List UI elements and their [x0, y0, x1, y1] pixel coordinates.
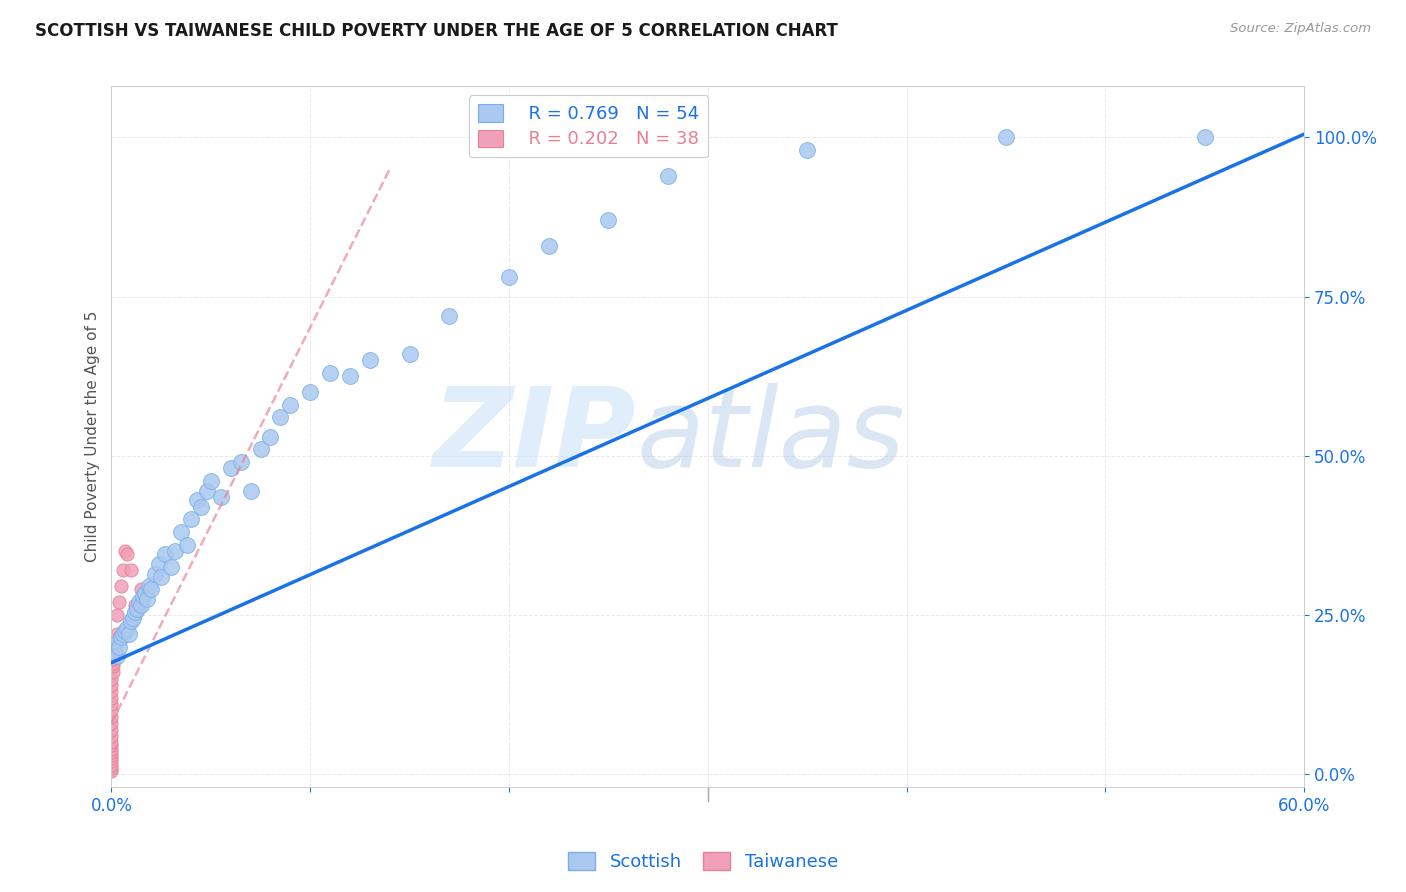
Point [219, 461, 242, 475]
Point [229, 455, 252, 469]
Point [100, 684, 122, 698]
Point [129, 599, 152, 613]
Point [103, 643, 125, 657]
Point [103, 665, 125, 680]
Point [100, 729, 122, 743]
Point [124, 599, 146, 613]
Point [100, 672, 122, 686]
Point [104, 633, 127, 648]
Point [132, 589, 155, 603]
Point [163, 544, 186, 558]
Point [103, 652, 125, 666]
Text: ZIP: ZIP [433, 383, 637, 490]
Y-axis label: Child Poverty Under the Age of 5: Child Poverty Under the Age of 5 [86, 311, 100, 562]
Point [170, 525, 193, 540]
Point [299, 384, 322, 399]
Point [105, 607, 128, 622]
Point [114, 624, 136, 638]
Point [100, 764, 122, 778]
Point [100, 755, 122, 769]
Text: SCOTTISH VS TAIWANESE CHILD POVERTY UNDER THE AGE OF 5 CORRELATION CHART: SCOTTISH VS TAIWANESE CHILD POVERTY UNDE… [35, 22, 838, 40]
Point [100, 678, 122, 692]
Point [134, 585, 156, 599]
Point [100, 703, 122, 717]
Point [269, 410, 291, 425]
Point [278, 398, 301, 412]
Point [598, 213, 620, 227]
Point [153, 548, 176, 562]
Point [319, 366, 342, 380]
Point [127, 601, 149, 615]
Point [537, 238, 560, 252]
Point [100, 697, 122, 711]
Point [339, 369, 361, 384]
Point [112, 627, 135, 641]
Text: atlas: atlas [637, 383, 905, 490]
Point [128, 595, 150, 609]
Point [209, 490, 232, 504]
Point [114, 544, 136, 558]
Point [104, 646, 127, 660]
Point [105, 627, 128, 641]
Point [176, 538, 198, 552]
Point [195, 483, 218, 498]
Point [657, 169, 679, 183]
Point [100, 741, 122, 756]
Point [249, 442, 271, 457]
Legend:   R = 0.769   N = 54,   R = 0.202   N = 38: R = 0.769 N = 54, R = 0.202 N = 38 [468, 95, 709, 157]
Point [148, 557, 170, 571]
Point [110, 579, 132, 593]
Point [104, 636, 127, 650]
Point [995, 130, 1018, 145]
Point [118, 627, 141, 641]
Point [103, 656, 125, 670]
Point [129, 582, 152, 597]
Point [190, 500, 212, 514]
Point [103, 658, 125, 673]
Point [186, 493, 208, 508]
Point [124, 605, 146, 619]
Text: Source: ZipAtlas.com: Source: ZipAtlas.com [1230, 22, 1371, 36]
Point [100, 723, 122, 737]
Point [112, 563, 135, 577]
Point [136, 592, 159, 607]
Point [180, 512, 202, 526]
Point [103, 649, 125, 664]
Point [259, 429, 281, 443]
Point [1194, 130, 1216, 145]
Point [160, 560, 183, 574]
Point [117, 621, 139, 635]
Point [100, 757, 122, 772]
Point [120, 563, 142, 577]
Point [100, 690, 122, 705]
Point [100, 747, 122, 762]
Point [143, 566, 166, 581]
Point [100, 735, 122, 749]
Point [141, 582, 163, 597]
Point [108, 595, 131, 609]
Point [120, 614, 142, 628]
Point [110, 630, 132, 644]
Legend: Scottish, Taiwanese: Scottish, Taiwanese [561, 846, 845, 879]
Point [439, 309, 461, 323]
Point [359, 353, 381, 368]
Point [150, 570, 173, 584]
Point [796, 143, 818, 157]
Point [100, 751, 122, 765]
Point [498, 270, 520, 285]
Point [108, 640, 131, 654]
Point [117, 548, 139, 562]
Point [398, 347, 420, 361]
Point [100, 710, 122, 724]
Point [105, 649, 128, 664]
Point [100, 716, 122, 731]
Point [100, 761, 122, 775]
Point [138, 579, 160, 593]
Point [104, 640, 127, 654]
Point [200, 474, 222, 488]
Point [100, 745, 122, 759]
Point [239, 483, 262, 498]
Point [122, 611, 145, 625]
Point [100, 739, 122, 753]
